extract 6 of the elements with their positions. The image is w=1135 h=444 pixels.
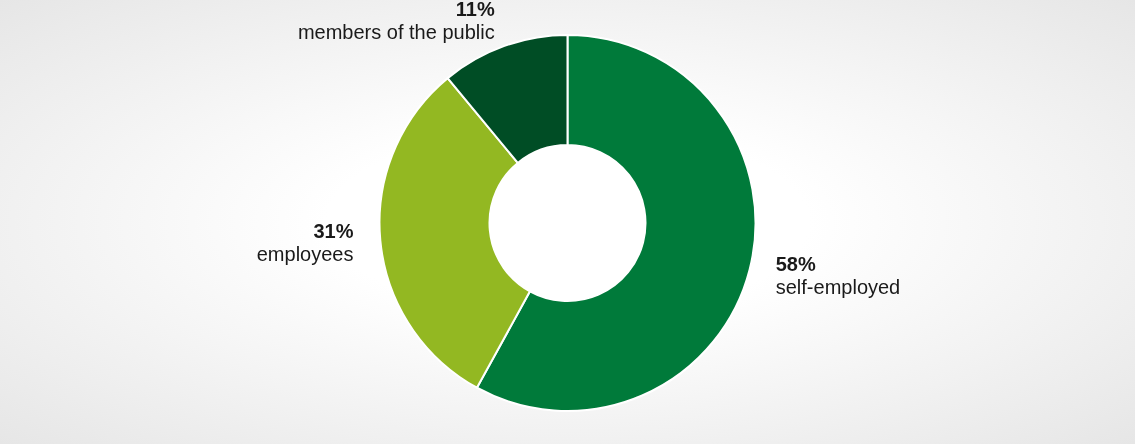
- slice-label: employees: [256, 243, 354, 266]
- data-label: 31%: [313, 220, 354, 243]
- slice-label: members of the public: [297, 20, 495, 43]
- data-label: 11%: [455, 0, 495, 20]
- slice-label: self-employed: [775, 276, 901, 299]
- data-label: 58%: [775, 253, 816, 276]
